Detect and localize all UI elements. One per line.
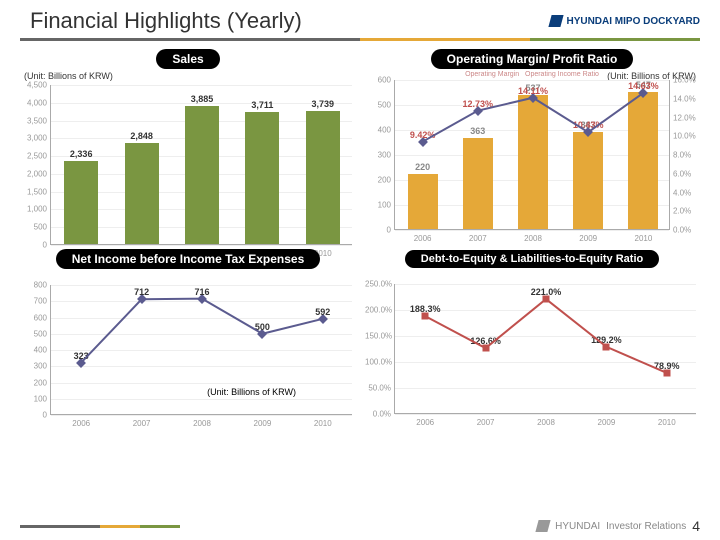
sales-title: Sales [156,49,219,69]
netincome-title: Net Income before Income Tax Expenses [56,249,321,269]
company-logo: HYUNDAI MIPO DOCKYARD [550,15,700,27]
debt-chart-panel: Debt-to-Equity & Liabilities-to-Equity R… [364,249,700,415]
company-name: HYUNDAI MIPO DOCKYARD [566,16,700,27]
header-divider [20,38,700,41]
netincome-unit: (Unit: Billions of KRW) [207,387,296,397]
margin-title: Operating Margin/ Profit Ratio [431,49,634,69]
sales-chart-panel: Sales (Unit: Billions of KRW) 05001,0001… [20,49,356,245]
debt-chart-area: 0.0%50.0%100.0%150.0%200.0%250.0%2006200… [394,284,696,414]
sales-unit: (Unit: Billions of KRW) [24,71,113,81]
page-number: 4 [692,518,700,534]
sales-chart-area: 05001,0001,5002,0002,5003,0003,5004,0004… [50,85,352,245]
netincome-chart-panel: Net Income before Income Tax Expenses 01… [20,249,356,415]
footer-logo-icon [536,520,551,532]
legend-item-1: Operating Margin [465,71,519,78]
footer-sub: Investor Relations [606,521,686,532]
page-title: Financial Highlights (Yearly) [30,8,302,34]
footer-logo: HYUNDAI Investor Relations 4 [537,518,700,534]
debt-title: Debt-to-Equity & Liabilities-to-Equity R… [405,250,659,268]
legend-item-2: Operating Income Ratio [525,71,599,78]
logo-mark-icon [549,15,564,27]
margin-chart-panel: Operating Margin/ Profit Ratio (Unit: Bi… [364,49,700,245]
footer-divider [20,525,180,528]
margin-chart-area: 01002003004005006000.0%2.0%4.0%6.0%8.0%1… [394,80,670,230]
netincome-chart-area: 0100200300400500600700800200620072008200… [50,285,352,415]
footer-company: HYUNDAI [555,521,600,532]
footer: HYUNDAI Investor Relations 4 [20,518,700,534]
